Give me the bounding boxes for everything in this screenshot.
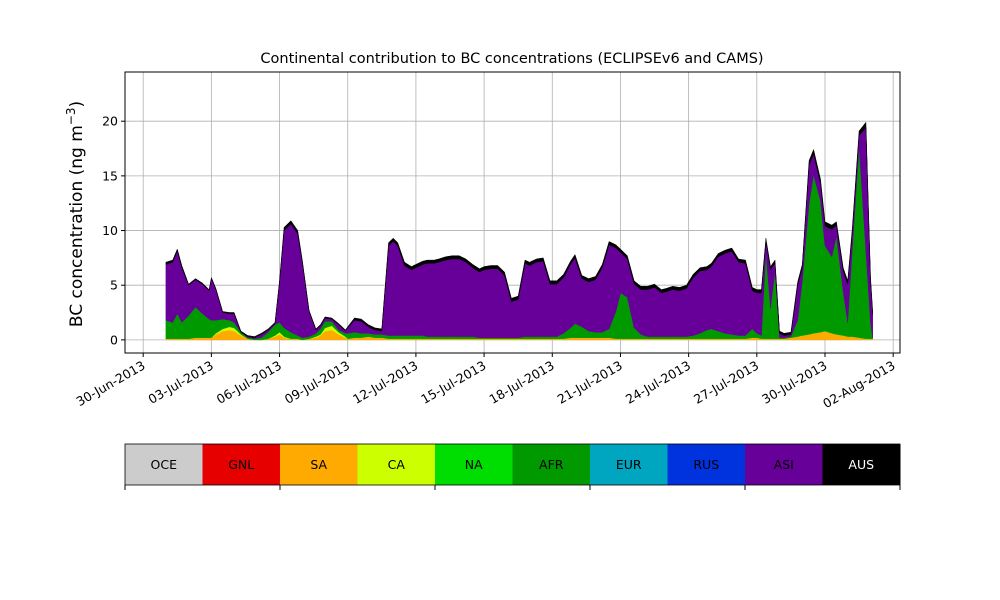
legend-swatch-aus [822,444,901,485]
legend-swatch-gnl [202,444,281,485]
x-tick-label: 27-Jul-2013 [691,358,761,407]
chart-title: Continental contribution to BC concentra… [260,51,763,67]
y-tick-label: 5 [110,278,118,293]
legend: OCE GNL SA CA NA AFR EUR RUS ASI AUS [124,443,901,490]
legend-swatch-rus [667,444,746,485]
area-aus [165,122,873,338]
legend-label-aus: AUS [848,457,874,472]
stacked-areas [165,122,873,341]
x-tick-label: 30-Jun-2013 [74,358,148,409]
y-tick-label: 0 [110,332,118,347]
x-tick-label: 21-Jul-2013 [555,358,625,407]
legend-swatch-sa [280,444,358,485]
legend-frame [124,443,901,486]
x-tick-label: 15-Jul-2013 [418,358,488,407]
plot-frame: 0 5 10 15 20 30-Jun-201303-Jul-201306-Jul-201… [74,71,901,411]
legend-label-sa: SA [310,457,327,472]
legend-label-oce: OCE [151,457,178,472]
x-tick-label: 06-Jul-2013 [214,358,284,407]
legend-swatch-oce [125,444,203,485]
legend-label-afr: AFR [539,457,564,472]
x-tick-label: 03-Jul-2013 [146,358,216,407]
legend-swatch-afr [512,444,591,485]
legend-swatch-ca [357,444,436,485]
y-axis-label-close: ) [67,101,87,108]
y-tick-label: 20 [102,114,118,129]
x-tick-label: 02-Aug-2013 [820,358,898,411]
legend-label-eur: EUR [616,457,642,472]
legend-swatch-na [435,444,513,485]
legend-label-asi: ASI [774,457,794,472]
legend-label-ca: CA [388,457,406,472]
x-tick-label: 18-Jul-2013 [486,358,556,407]
legend-swatch-asi [745,444,823,485]
x-tick-label: 09-Jul-2013 [282,358,352,407]
x-tick-label: 30-Jul-2013 [759,358,829,407]
x-tick-label: 12-Jul-2013 [350,358,420,407]
y-axis-label-main: BC concentration (ng m [67,125,87,327]
legend-label-gnl: GNL [228,457,254,472]
legend-label-na: NA [465,457,483,472]
y-tick-label: 15 [102,168,118,183]
legend-swatch-eur [590,444,668,485]
legend-label-rus: RUS [693,457,719,472]
axes-frame [124,71,901,354]
y-axis-label: BC concentration (ng m−3) [64,101,87,327]
x-tick-label: 24-Jul-2013 [623,358,693,407]
y-tick-label: 10 [102,223,118,238]
y-axis-label-superscript: −3 [64,107,78,125]
